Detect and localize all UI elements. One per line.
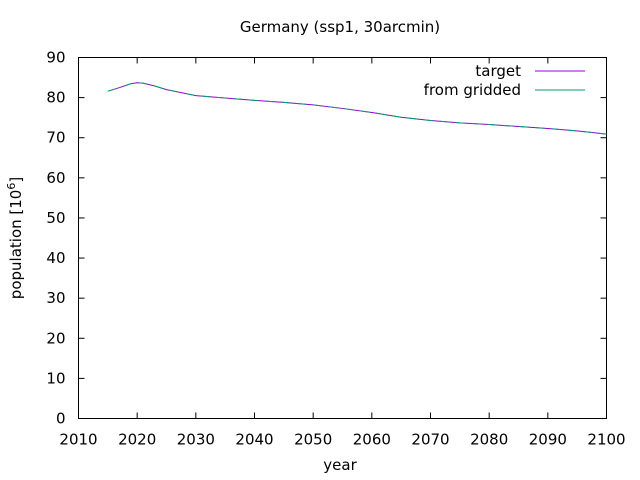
chart-title: Germany (ssp1, 30arcmin) xyxy=(240,18,440,36)
x-tick-label: 2060 xyxy=(353,431,391,449)
y-tick-label: 70 xyxy=(46,129,65,147)
y-axis-label: population [106] xyxy=(5,177,25,299)
x-axis-label: year xyxy=(323,456,357,474)
x-tick-label: 2080 xyxy=(470,431,508,449)
y-axis-ticks: 0 10 20 30 40 50 60 70 80 90 xyxy=(46,49,607,428)
x-tick-label: 2010 xyxy=(59,431,97,449)
y-tick-label: 20 xyxy=(46,329,65,347)
y-tick-label: 90 xyxy=(46,49,65,67)
x-tick-label: 2100 xyxy=(587,431,625,449)
legend: target from gridded xyxy=(424,62,585,99)
y-axis-label-main: population [10 xyxy=(7,190,25,300)
y-axis-label-suffix: ] xyxy=(7,177,25,183)
x-tick-label: 2050 xyxy=(294,431,332,449)
x-axis-ticks: 2010 2020 2030 2040 2050 2060 2070 2080 2090 2100 xyxy=(59,57,626,449)
series-line-target xyxy=(107,82,607,135)
y-tick-label: 30 xyxy=(46,289,65,307)
series-lines xyxy=(107,82,607,135)
y-tick-label: 50 xyxy=(46,209,65,227)
legend-label-target: target xyxy=(475,62,521,80)
y-axis-label-superscript: 6 xyxy=(5,183,18,190)
x-tick-label: 2040 xyxy=(235,431,273,449)
x-tick-label: 2030 xyxy=(177,431,215,449)
y-tick-label: 60 xyxy=(46,169,65,187)
legend-label-from-gridded: from gridded xyxy=(424,81,521,99)
plot-frame xyxy=(78,57,607,419)
y-tick-label: 80 xyxy=(46,89,65,107)
y-tick-label: 40 xyxy=(46,249,65,267)
y-tick-label: 10 xyxy=(46,369,65,387)
x-tick-label: 2070 xyxy=(411,431,449,449)
x-tick-label: 2090 xyxy=(529,431,567,449)
series-line-from-gridded xyxy=(107,82,607,135)
y-tick-label: 0 xyxy=(56,410,66,428)
x-tick-label: 2020 xyxy=(118,431,156,449)
